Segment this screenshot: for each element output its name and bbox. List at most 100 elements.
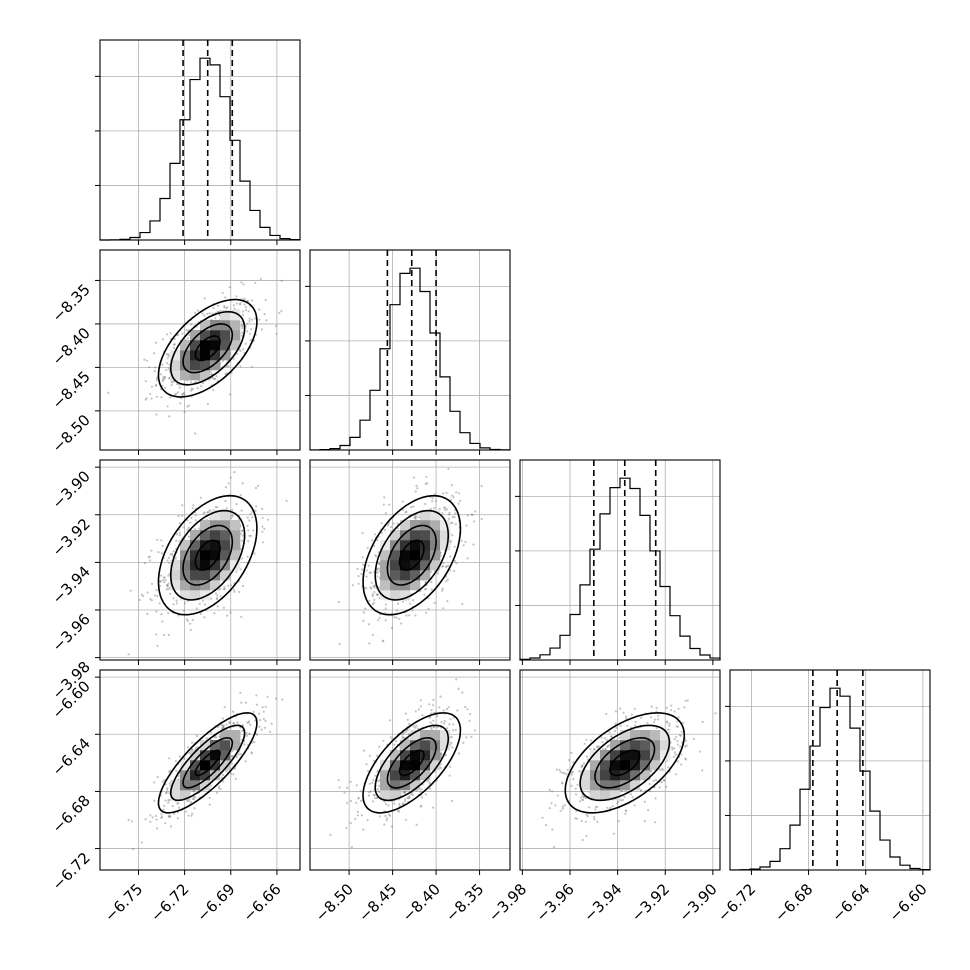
scatter-point <box>190 323 193 326</box>
scatter-point <box>186 405 189 408</box>
scatter-point <box>216 594 219 597</box>
scatter-point <box>643 800 646 803</box>
scatter-point <box>169 553 172 556</box>
scatter-point <box>443 506 446 509</box>
density-cell <box>390 750 401 761</box>
scatter-point <box>414 614 417 617</box>
scatter-point <box>177 774 180 778</box>
density-cell <box>190 770 201 781</box>
density-cell <box>630 750 641 761</box>
scatter-point <box>180 397 183 400</box>
scatter-point <box>581 764 584 767</box>
scatter-point <box>206 402 209 406</box>
scatter-point <box>403 736 406 739</box>
panel-frame <box>309 669 511 871</box>
scatter-point <box>626 724 629 728</box>
scatter-point <box>555 768 558 771</box>
scatter-point <box>541 816 544 819</box>
scatter-point <box>176 817 179 820</box>
scatter-point <box>462 544 465 547</box>
scatter-point <box>249 512 252 515</box>
scatter-point <box>448 511 451 514</box>
scatter-point <box>404 730 408 734</box>
scatter-point <box>389 719 392 722</box>
panel-1-0 <box>95 249 301 455</box>
scatter-point <box>400 622 403 625</box>
scatter-point <box>395 616 398 619</box>
scatter-point <box>448 513 451 516</box>
density-cell <box>410 780 421 791</box>
scatter-point <box>480 517 483 521</box>
scatter-point <box>246 322 249 325</box>
scatter-point <box>596 820 599 824</box>
scatter-point <box>155 633 158 636</box>
scatter-point <box>380 522 383 525</box>
scatter-point <box>413 516 416 520</box>
scatter-point <box>140 841 143 844</box>
scatter-point <box>625 717 628 720</box>
scatter-point <box>423 588 426 591</box>
scatter-point <box>442 607 445 610</box>
scatter-point <box>189 628 192 632</box>
scatter-point <box>239 303 242 306</box>
scatter-point <box>155 377 158 380</box>
scatter-point <box>605 739 609 742</box>
scatter-point <box>183 602 186 605</box>
scatter-point <box>223 306 226 309</box>
histogram-param-1 <box>309 267 511 451</box>
scatter-point <box>684 745 687 748</box>
scatter-point <box>445 491 448 494</box>
scatter-point <box>640 789 643 792</box>
scatter-point <box>455 678 458 681</box>
scatter-point <box>596 745 599 748</box>
scatter-point <box>384 607 387 610</box>
density-cell <box>190 330 201 341</box>
scatter-point <box>166 559 169 562</box>
density-cell <box>230 560 241 571</box>
scatter-point <box>451 729 455 732</box>
panel-frame <box>729 669 931 871</box>
scatter-point <box>401 600 405 603</box>
scatter-point <box>199 496 202 499</box>
scatter-point <box>442 709 445 712</box>
scatter-point <box>163 581 166 584</box>
y-tick-label: −3.96 <box>49 610 94 655</box>
scatter-point <box>383 496 386 499</box>
scatter-point <box>243 303 246 306</box>
scatter-point <box>171 552 174 556</box>
scatter-point <box>365 575 368 578</box>
scatter-point <box>364 607 367 610</box>
scatter-point <box>177 802 180 805</box>
scatter-point <box>378 790 381 794</box>
scatter-point <box>209 731 213 734</box>
scatter-point <box>365 763 368 766</box>
scatter-point <box>337 600 340 604</box>
scatter-point <box>594 808 597 811</box>
scatter-point <box>216 310 219 313</box>
scatter-point <box>680 730 683 733</box>
scatter-point <box>160 815 164 818</box>
scatter-point <box>249 723 252 727</box>
scatter-point <box>221 291 224 294</box>
scatter-point <box>648 782 651 786</box>
scatter-point <box>449 718 452 721</box>
density-cell <box>430 750 441 761</box>
scatter-point <box>614 722 617 725</box>
scatter-point <box>600 736 603 739</box>
scatter-point <box>206 312 209 315</box>
scatter-point <box>559 770 562 773</box>
x-tick-label: −6.66 <box>240 880 285 925</box>
scatter-point <box>630 713 633 716</box>
density-cell <box>410 530 421 541</box>
scatter-point <box>155 395 158 398</box>
scatter-point <box>267 518 270 521</box>
scatter-point <box>150 397 153 400</box>
scatter-point <box>235 570 238 573</box>
scatter-point <box>470 513 473 516</box>
density-cell <box>410 770 421 781</box>
scatter-point <box>166 787 169 790</box>
scatter-point <box>440 721 443 724</box>
scatter-point <box>229 584 232 587</box>
scatter-point <box>429 726 433 729</box>
scatter-point <box>248 534 251 537</box>
